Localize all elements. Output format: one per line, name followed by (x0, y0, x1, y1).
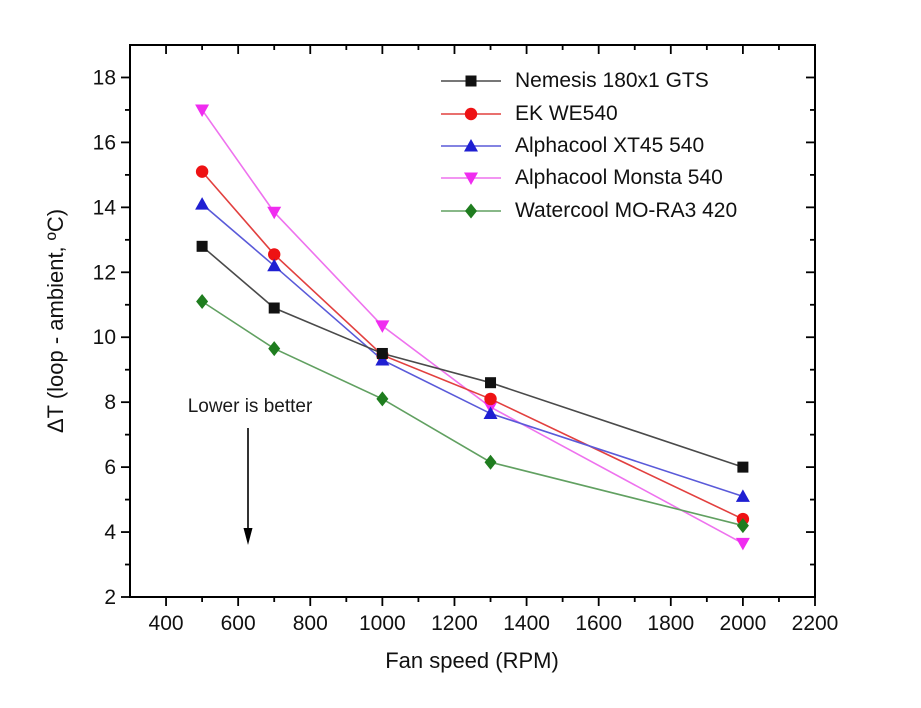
svg-text:1800: 1800 (647, 612, 694, 635)
svg-text:1000: 1000 (359, 612, 406, 635)
legend-item: Watercool MO-RA3 420 (440, 195, 737, 227)
annotation-lower-is-better: Lower is better (187, 396, 313, 417)
svg-text:4: 4 (104, 521, 116, 544)
legend-label: EK WE540 (515, 101, 618, 125)
svg-text:12: 12 (93, 261, 116, 284)
svg-text:2200: 2200 (792, 612, 839, 635)
y-axis-title: ΔT (loop - ambient, ºC) (43, 208, 68, 434)
legend-label: Alphacool XT45 540 (515, 133, 705, 157)
svg-text:8: 8 (104, 391, 116, 414)
svg-text:800: 800 (293, 612, 328, 635)
svg-text:6: 6 (104, 456, 116, 479)
legend-swatch-triangle-down-icon (441, 172, 501, 186)
legend-swatch-diamond-icon (441, 203, 501, 219)
svg-text:600: 600 (221, 612, 256, 635)
x-axis-title: Fan speed (RPM) (385, 648, 559, 673)
legend-item: Nemesis 180x1 GTS (440, 65, 737, 97)
svg-text:1600: 1600 (575, 612, 622, 635)
legend-swatch-square-icon (441, 75, 501, 87)
legend-item: Alphacool XT45 540 (440, 130, 737, 162)
svg-text:14: 14 (93, 196, 117, 219)
svg-text:1400: 1400 (503, 612, 550, 635)
chart-legend: Nemesis 180x1 GTS EK WE540 Alphacool XT4… (440, 65, 737, 227)
legend-swatch-circle-icon (441, 107, 501, 120)
legend-item: EK WE540 (440, 97, 737, 129)
svg-text:400: 400 (149, 612, 184, 635)
legend-label: Alphacool Monsta 540 (515, 166, 723, 190)
svg-text:2000: 2000 (720, 612, 767, 635)
svg-text:16: 16 (93, 131, 116, 154)
legend-item: Alphacool Monsta 540 (440, 162, 737, 194)
svg-text:2: 2 (104, 586, 116, 609)
legend-label: Watercool MO-RA3 420 (515, 198, 738, 222)
svg-text:18: 18 (93, 66, 116, 89)
legend-label: Nemesis 180x1 GTS (515, 69, 709, 93)
svg-text:10: 10 (93, 326, 116, 349)
svg-text:1200: 1200 (431, 612, 478, 635)
legend-swatch-triangle-up-icon (441, 138, 501, 152)
